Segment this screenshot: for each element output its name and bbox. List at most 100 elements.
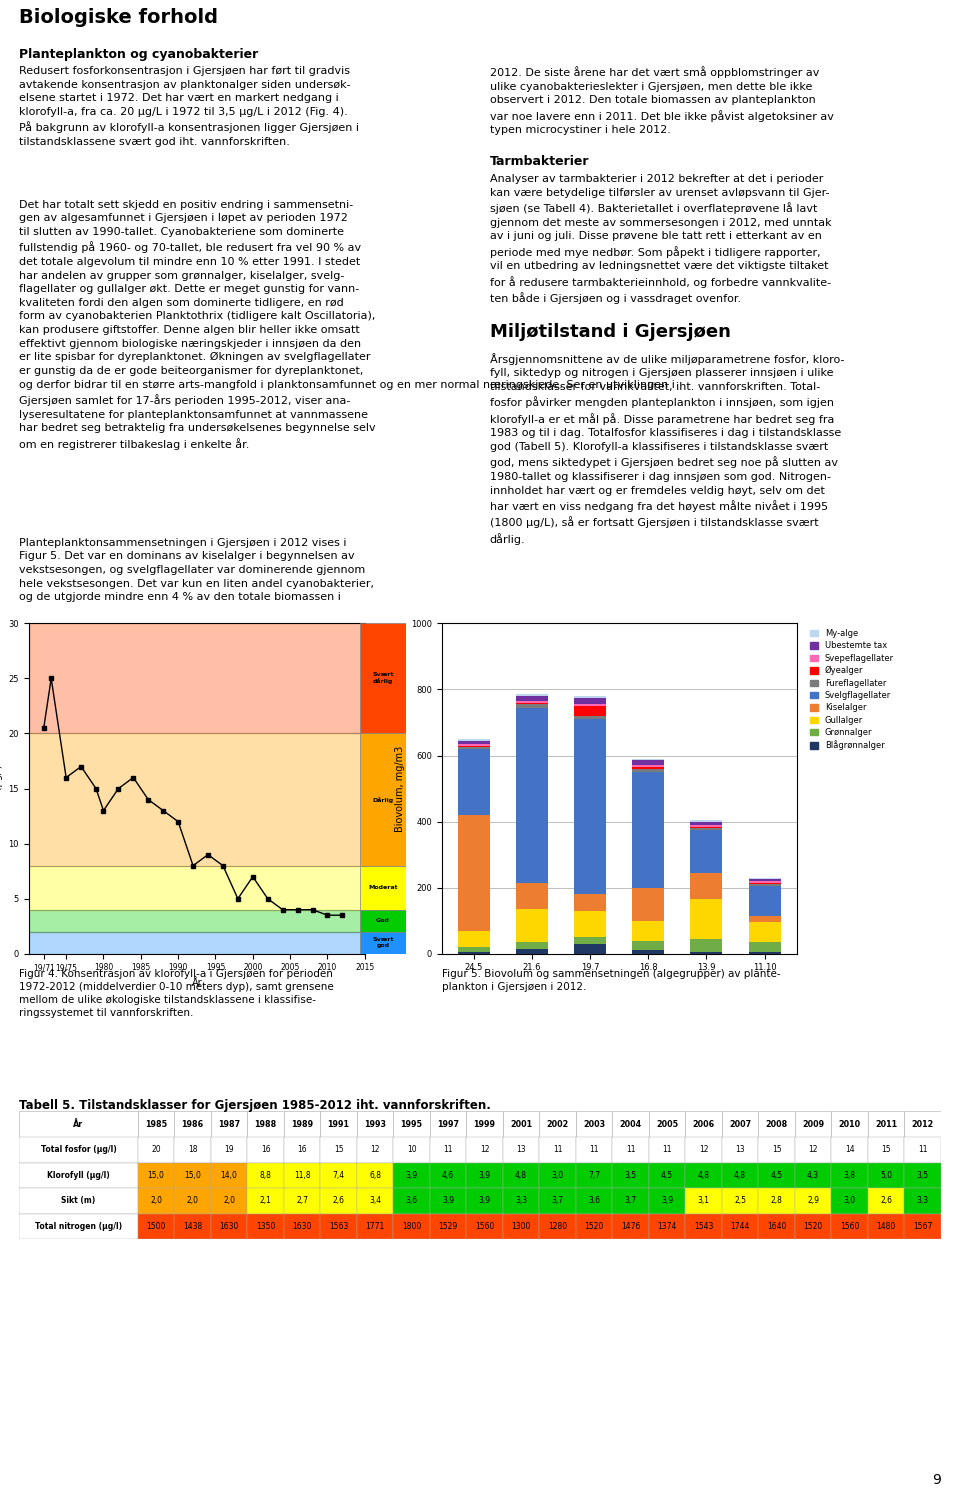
Bar <box>467 1163 503 1188</box>
Text: 15,0: 15,0 <box>148 1172 164 1179</box>
Text: 16: 16 <box>298 1146 307 1154</box>
Bar <box>360 733 406 865</box>
Text: Planteplankton og cyanobakterier: Planteplankton og cyanobakterier <box>19 48 258 62</box>
Bar <box>795 1163 831 1188</box>
Text: 2,6: 2,6 <box>332 1197 345 1205</box>
Text: 2003: 2003 <box>583 1120 605 1128</box>
Bar <box>690 822 723 825</box>
Bar <box>360 910 406 931</box>
Text: 10: 10 <box>407 1146 417 1154</box>
Bar <box>458 740 490 743</box>
Text: 2,1: 2,1 <box>259 1197 272 1205</box>
Text: 2,9: 2,9 <box>807 1197 819 1205</box>
Text: 18: 18 <box>188 1146 198 1154</box>
Bar <box>749 882 780 883</box>
Bar <box>321 1111 357 1137</box>
Bar <box>540 1188 576 1214</box>
Text: 1560: 1560 <box>475 1223 494 1230</box>
Text: 19: 19 <box>225 1146 234 1154</box>
Bar <box>430 1214 467 1239</box>
Bar <box>749 880 780 882</box>
Bar <box>516 704 548 707</box>
Text: 3,7: 3,7 <box>625 1197 636 1205</box>
Text: 2,0: 2,0 <box>186 1197 199 1205</box>
Bar <box>503 1188 540 1214</box>
Text: 1500: 1500 <box>146 1223 166 1230</box>
Bar <box>540 1111 576 1137</box>
Bar <box>795 1188 831 1214</box>
Bar <box>516 701 548 703</box>
Bar <box>574 716 606 719</box>
Y-axis label: Biovolum, mg/m3: Biovolum, mg/m3 <box>396 745 405 832</box>
Bar <box>690 873 723 900</box>
Bar <box>904 1188 941 1214</box>
Bar <box>690 820 723 822</box>
Text: 2011: 2011 <box>875 1120 897 1128</box>
Bar <box>360 623 406 733</box>
Text: Tarmbakterier: Tarmbakterier <box>490 155 589 168</box>
Bar <box>868 1214 904 1239</box>
Bar <box>29 733 365 865</box>
Bar <box>758 1214 795 1239</box>
Bar <box>749 916 780 922</box>
Bar <box>831 1188 868 1214</box>
Bar <box>685 1214 722 1239</box>
Text: 1640: 1640 <box>767 1223 786 1230</box>
Bar <box>211 1137 248 1163</box>
Bar <box>795 1111 831 1137</box>
Text: 3,3: 3,3 <box>515 1197 527 1205</box>
Bar <box>633 760 664 766</box>
Bar <box>540 1214 576 1239</box>
Text: 1476: 1476 <box>621 1223 640 1230</box>
Text: Figur 5. Biovolum og sammensetningen (algegrupper) av plante-
plankton i Gjersjø: Figur 5. Biovolum og sammensetningen (al… <box>442 969 780 991</box>
Text: 3,9: 3,9 <box>661 1197 673 1205</box>
Bar <box>19 1163 138 1188</box>
Bar <box>690 826 723 828</box>
Text: 2001: 2001 <box>510 1120 532 1128</box>
Bar <box>516 883 548 909</box>
Bar <box>284 1111 321 1137</box>
Text: Dårlig: Dårlig <box>372 796 394 802</box>
Bar <box>574 943 606 954</box>
Bar <box>633 888 664 921</box>
Text: 3,4: 3,4 <box>369 1197 381 1205</box>
Bar <box>868 1137 904 1163</box>
Bar <box>612 1137 649 1163</box>
Text: 2007: 2007 <box>729 1120 751 1128</box>
Text: Figur 4. Konsentrasjon av klorofyll-a i Gjersjøen for perioden
1972-2012 (middel: Figur 4. Konsentrasjon av klorofyll-a i … <box>19 969 334 1018</box>
Text: 4,3: 4,3 <box>807 1172 819 1179</box>
Bar <box>574 706 606 716</box>
Text: 1560: 1560 <box>840 1223 859 1230</box>
Bar <box>211 1214 248 1239</box>
Bar <box>321 1188 357 1214</box>
Text: 1350: 1350 <box>256 1223 276 1230</box>
Bar <box>904 1214 941 1239</box>
Text: 1529: 1529 <box>439 1223 458 1230</box>
Text: 3,6: 3,6 <box>405 1197 418 1205</box>
Bar <box>503 1214 540 1239</box>
Bar <box>458 931 490 948</box>
Text: 1771: 1771 <box>366 1223 385 1230</box>
Text: Svært
dårlig: Svært dårlig <box>372 673 394 685</box>
Bar <box>612 1163 649 1188</box>
Bar <box>248 1163 284 1188</box>
Bar <box>633 772 664 888</box>
Text: 3,9: 3,9 <box>442 1197 454 1205</box>
Bar <box>649 1163 685 1188</box>
Text: 4,8: 4,8 <box>516 1172 527 1179</box>
Text: 4,8: 4,8 <box>734 1172 746 1179</box>
Text: 1563: 1563 <box>329 1223 348 1230</box>
Text: 13: 13 <box>735 1146 745 1154</box>
Text: 2009: 2009 <box>802 1120 824 1128</box>
Bar <box>612 1214 649 1239</box>
Text: Miljøtilstand i Gjersjøen: Miljøtilstand i Gjersjøen <box>490 323 731 341</box>
Bar <box>574 894 606 910</box>
Bar <box>649 1188 685 1214</box>
Bar <box>574 704 606 706</box>
Bar <box>248 1111 284 1137</box>
Bar <box>360 865 406 910</box>
Bar <box>574 937 606 943</box>
Bar <box>904 1111 941 1137</box>
Bar <box>284 1137 321 1163</box>
Bar <box>633 769 664 772</box>
